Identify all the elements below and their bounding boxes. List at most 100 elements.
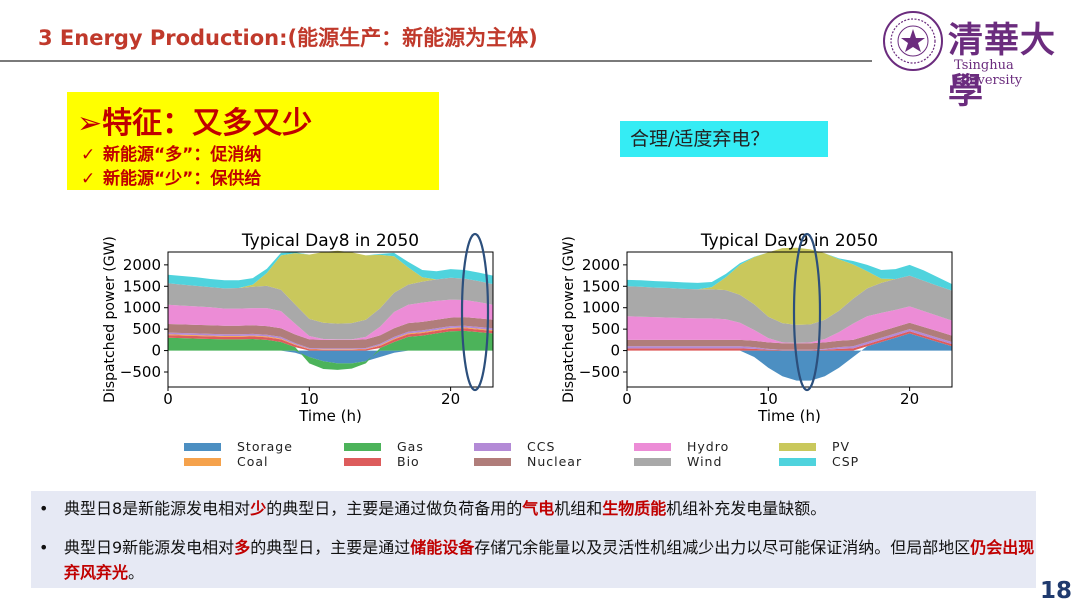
logo-chinese-name: 清華大學: [948, 20, 1057, 112]
area-nuclear: [168, 317, 493, 349]
y-tick-label: 0: [151, 342, 161, 360]
y-tick-label: −500: [120, 363, 161, 381]
feature-item-text: 新能源“少”：保供给: [103, 169, 262, 189]
area-wind: [168, 277, 493, 340]
x-axis-label: Time (h): [757, 407, 821, 425]
highlight-text: 少: [250, 499, 267, 518]
y-tick-label: 2000: [123, 256, 161, 274]
plot-frame: [626, 251, 953, 388]
x-tick-label: 0: [622, 390, 632, 408]
bullet-text: 典型日9新能源发电相对多的典型日，主要是通过储能设备存储冗余能量以及灵活性机组减…: [64, 535, 1039, 585]
area-csp: [168, 250, 493, 289]
chart-title: Typical Day9 in 2050: [700, 231, 878, 251]
legend-label: Bio: [397, 454, 420, 469]
legend-label: Gas: [397, 439, 424, 454]
chart-legend: Storage Gas CCS Hydro PV Coal Bio Nuclear Wind CS…: [184, 439, 904, 470]
area-wind: [627, 275, 952, 343]
y-tick-label: 500: [591, 320, 620, 338]
bullet-dot-icon: •: [39, 499, 49, 518]
y-tick-label: 500: [132, 320, 161, 338]
legend-swatch: [344, 458, 381, 466]
x-tick-label: 20: [900, 390, 919, 408]
x-tick-label: 0: [163, 390, 173, 408]
area-storage: [627, 333, 952, 381]
legend-label: Storage: [237, 439, 293, 454]
y-tick-label: 0: [610, 342, 620, 360]
feature-heading-text: 特征：又多又少: [102, 106, 313, 141]
legend-swatch: [634, 458, 671, 466]
legend-swatch: [344, 443, 381, 451]
legend-swatch: [474, 458, 511, 466]
area-storage: [168, 350, 493, 364]
area-ccs: [168, 325, 493, 350]
x-axis-label: Time (h): [298, 407, 362, 425]
area-pv: [627, 247, 952, 325]
area-bio: [627, 331, 952, 351]
bullet-text-segment: 机组和: [554, 499, 603, 518]
area-ccs: [627, 329, 952, 351]
y-tick-label: −500: [579, 363, 620, 381]
logo-english-name: Tsinghua University: [954, 58, 1023, 88]
legend-swatch: [184, 443, 221, 451]
bullet-text-segment: 的典型日，主要是通过: [250, 538, 411, 557]
area-gas: [168, 330, 493, 370]
y-tick-label: 1500: [123, 277, 161, 295]
legend-swatch: [779, 443, 816, 451]
question-box: 合理/适度弃电？: [620, 121, 828, 157]
feature-box: ➢特征：又多又少 ✓ 新能源“多”：促消纳 ✓ 新能源“少”：保供给: [67, 92, 439, 190]
feature-heading: ➢特征：又多又少: [77, 98, 312, 142]
x-tick-label: 10: [759, 390, 778, 408]
y-axis-label: Dispatched power (GW): [102, 236, 118, 403]
bullet-text-segment: 机组补充发电量缺额。: [666, 499, 827, 518]
y-tick-label: 1000: [582, 299, 620, 317]
bullet-text: 典型日8是新能源发电相对少的典型日，主要是通过做负荷备用的气电机组和生物质能机组…: [64, 496, 1039, 521]
x-tick-label: 10: [300, 390, 319, 408]
chart-title: Typical Day8 in 2050: [241, 231, 419, 251]
highlight-text: 仍会出现弃风弃光: [64, 538, 1035, 582]
feature-item-text: 新能源“多”：促消纳: [103, 145, 262, 165]
explanation-panel: • 典型日8是新能源发电相对少的典型日，主要是通过做负荷备用的气电机组和生物质能…: [31, 491, 1036, 588]
chart-day8: Typical Day8 in 2050 2000 1500 1000 500 0 −500…: [55, 220, 505, 430]
y-tick-label: 1000: [123, 299, 161, 317]
highlight-text: 气电: [522, 499, 555, 518]
page-title: 3 Energy Production:(能源生产：新能源为主体): [38, 26, 538, 50]
feature-item: ✓ 新能源“多”：促消纳: [81, 140, 261, 165]
feature-item: ✓ 新能源“少”：保供给: [81, 164, 261, 189]
y-tick-label: 1500: [582, 277, 620, 295]
plot-frame: [167, 251, 494, 388]
legend-swatch: [634, 443, 671, 451]
y-tick-label: 2000: [582, 256, 620, 274]
area-csp: [627, 247, 952, 291]
bullet-text-segment: 典型日9新能源发电相对: [64, 538, 235, 557]
chart-day9-svg: Typical Day9 in 20502000150010005000−500…: [561, 231, 953, 425]
legend-swatch: [474, 443, 511, 451]
check-icon: ✓: [81, 169, 96, 189]
highlight-text: 生物质能: [602, 499, 667, 518]
legend-swatch: [779, 458, 816, 466]
legend-label: Wind: [687, 454, 723, 469]
check-icon: ✓: [81, 145, 96, 165]
area-hydro: [168, 299, 493, 340]
title-divider: [0, 60, 872, 62]
highlight-ellipse: [792, 232, 822, 392]
page-number: 18: [1040, 578, 1073, 604]
x-tick-label: 20: [441, 390, 460, 408]
arrow-bullet-icon: ➢: [77, 106, 103, 141]
area-nuclear: [627, 322, 952, 350]
legend-label: Coal: [237, 454, 269, 469]
university-logo: 清華大學 Tsinghua University: [882, 8, 1072, 112]
legend-label: CSP: [832, 454, 860, 469]
legend-label: Nuclear: [527, 454, 583, 469]
tsinghua-seal-icon: [883, 11, 943, 71]
area-pv: [168, 250, 493, 324]
highlight-ellipse: [460, 232, 490, 392]
area-bio: [168, 328, 493, 351]
legend-label: Hydro: [687, 439, 730, 454]
legend-label: CCS: [527, 439, 556, 454]
highlight-text: 多: [234, 538, 251, 557]
bullet-text-segment: 存储冗余能量以及灵活性机组减少出力以尽可能保证消纳。但局部地区: [474, 538, 971, 557]
area-hydro: [627, 306, 952, 344]
y-axis-label: Dispatched power (GW): [561, 236, 577, 403]
bullet-dot-icon: •: [39, 538, 49, 557]
chart-day8-svg: Typical Day8 in 20502000150010005000−500…: [102, 231, 494, 425]
